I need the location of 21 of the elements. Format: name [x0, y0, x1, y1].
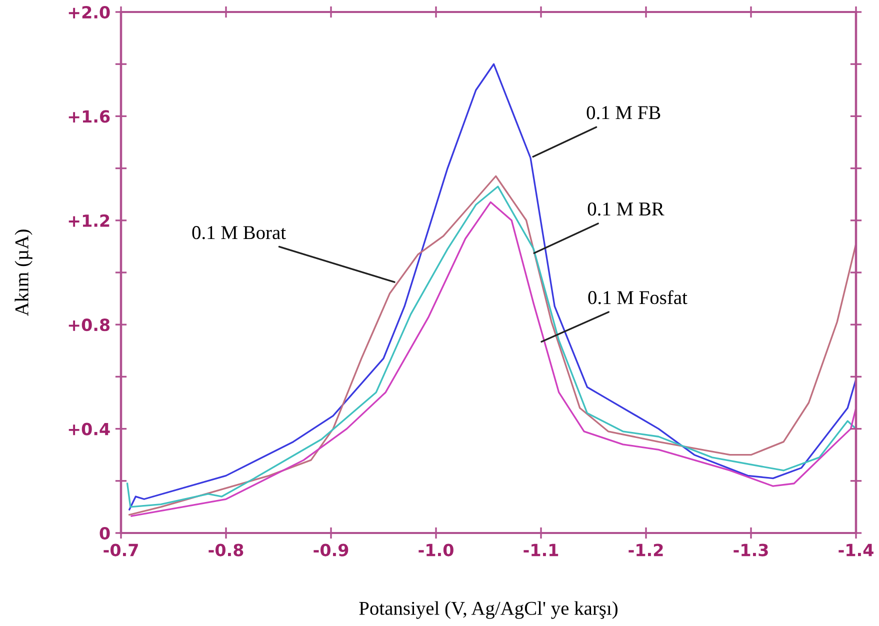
- y-tick-label: +2.0: [68, 6, 110, 19]
- y-tick-label: 0: [100, 526, 110, 540]
- y-tick-label: +0.8: [68, 318, 110, 332]
- x-tick-label: -1.2: [628, 544, 663, 556]
- y-tick-label: +0.4: [68, 422, 110, 436]
- annotation: 0.1 M Borat: [192, 226, 286, 240]
- x-tick-label: -1.3: [734, 544, 768, 556]
- y-tick-label: +1.6: [68, 110, 110, 123]
- y-tick-label: +1.2: [68, 214, 110, 227]
- x-tick-label: -0.9: [314, 544, 348, 556]
- x-tick-label: -1.4: [838, 544, 874, 556]
- x-tick-label: -0.8: [208, 544, 244, 556]
- x-axis-title: Potansiyel (V, Ag/AgCl' ye karşı): [359, 601, 618, 619]
- y-axis-title: Akım (µA): [14, 230, 32, 316]
- annotation: 0.1 M Fosfat: [588, 290, 688, 304]
- x-tick-label: -1.0: [418, 544, 454, 556]
- annotation: 0.1 M BR: [588, 202, 664, 216]
- line-series: [128, 63, 856, 510]
- x-tick-label: -1.1: [524, 544, 558, 556]
- x-tick-label: -0.7: [104, 544, 138, 556]
- annotation: 0.1 M FB: [586, 106, 660, 120]
